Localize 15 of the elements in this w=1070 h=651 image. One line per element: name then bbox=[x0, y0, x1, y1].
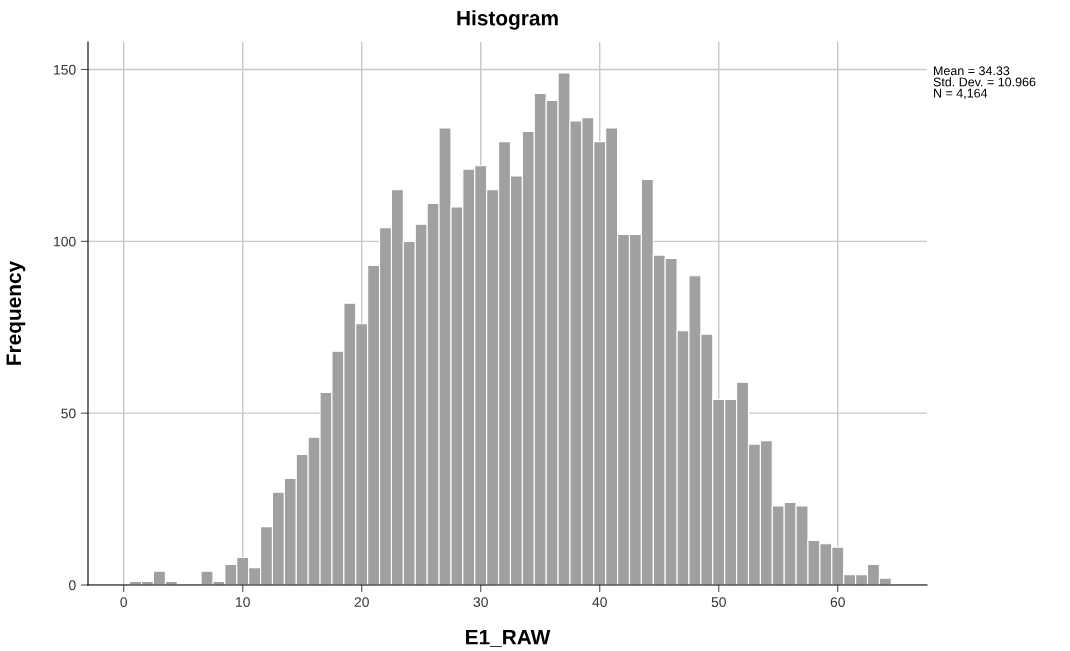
chart-title: Histogram bbox=[457, 10, 558, 30]
x-tick-label: 20 bbox=[354, 597, 369, 608]
x-tick-label: 60 bbox=[830, 597, 845, 608]
x-tick-label: 0 bbox=[120, 597, 128, 608]
x-tick-label: 10 bbox=[236, 597, 250, 608]
x-tick-label: 30 bbox=[473, 597, 488, 608]
y-axis-title: Frequency bbox=[6, 260, 26, 365]
y-tick-label: 150 bbox=[54, 64, 76, 75]
x-tick-label: 50 bbox=[711, 597, 726, 608]
x-axis-title: E1_RAW bbox=[466, 629, 551, 647]
y-tick-label: 100 bbox=[54, 236, 76, 247]
y-tick-label: 0 bbox=[69, 580, 76, 591]
y-tick-label: 50 bbox=[61, 408, 76, 419]
text: Mean = 34.33 Std. Dev. = 10.966 N = 4,164 bbox=[933, 66, 1036, 100]
x-tick-label: 40 bbox=[592, 597, 607, 608]
